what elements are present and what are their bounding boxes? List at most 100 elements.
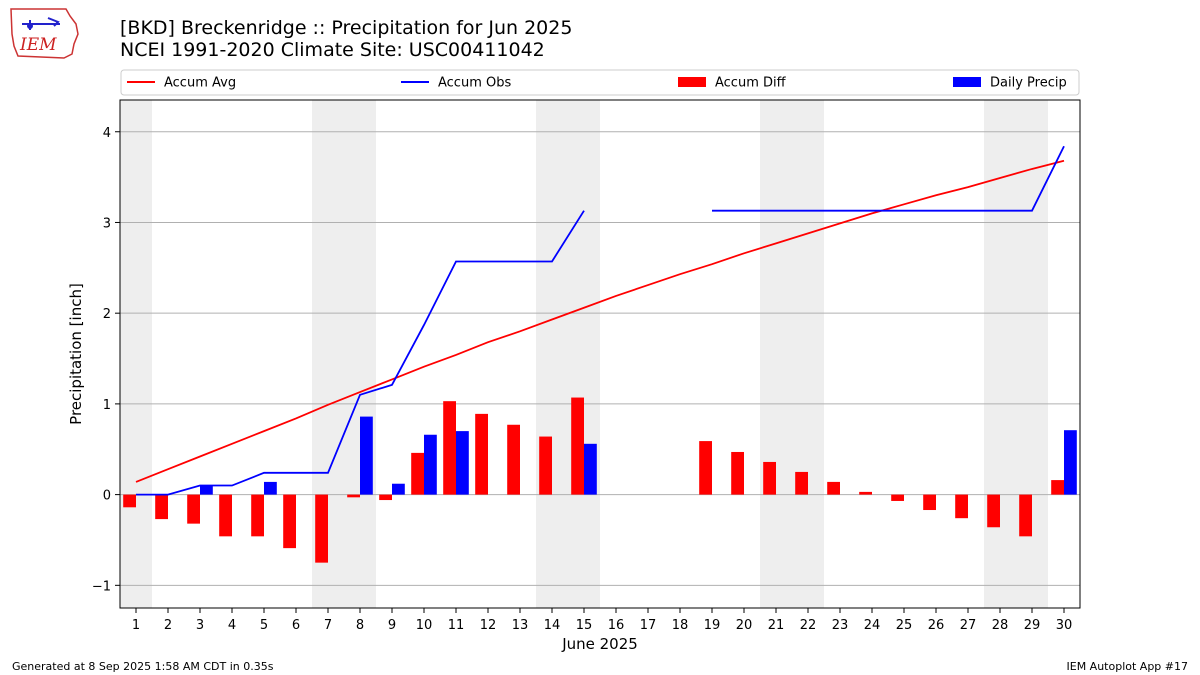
legend-label-0: Accum Avg <box>164 76 236 91</box>
x-tick-label-24: 24 <box>864 618 881 633</box>
diff-bar-1 <box>123 494 136 508</box>
weekend-band-21 <box>760 100 792 608</box>
weekend-band-28 <box>984 100 1016 608</box>
x-tick-label-25: 25 <box>896 618 913 633</box>
bars <box>123 397 1077 563</box>
y-tick-label-3: 3 <box>103 216 111 231</box>
diff-bar-9 <box>379 494 392 501</box>
diff-bar-15 <box>571 397 584 495</box>
x-tick-label-3: 3 <box>196 618 204 633</box>
diff-bar-26 <box>923 494 936 511</box>
y-axis-label: Precipitation [inch] <box>67 283 85 425</box>
x-tick-label-1: 1 <box>132 618 140 633</box>
diff-bar-28 <box>987 494 1000 528</box>
diff-bar-30 <box>1051 480 1064 495</box>
x-tick-label-2: 2 <box>164 618 172 633</box>
diff-bar-5 <box>251 494 264 537</box>
chart-title: [BKD] Breckenridge :: Precipitation for … <box>120 17 573 39</box>
y-tick-label-4: 4 <box>103 126 111 141</box>
diff-bar-6 <box>283 494 296 549</box>
x-tick-label-7: 7 <box>324 618 332 633</box>
y-tick-label-2: 2 <box>103 307 111 322</box>
daily-bar-8 <box>360 416 373 495</box>
diff-bar-25 <box>891 494 904 501</box>
x-tick-label-17: 17 <box>640 618 657 633</box>
x-tick-label-22: 22 <box>800 618 817 633</box>
accum-obs-line-0 <box>136 210 585 496</box>
x-tick-label-16: 16 <box>608 618 625 633</box>
daily-bar-9 <box>392 483 405 495</box>
ticks: 1 2 3 4 5 6 7 8 9 10 11 12 13 14 15 16 17 18 19 20 21 22 23 24 2… <box>92 126 1072 633</box>
accum-avg-line-0 <box>135 159 1065 483</box>
x-tick-label-13: 13 <box>512 618 529 633</box>
y-tick-label-1: 1 <box>103 398 111 413</box>
lines <box>135 145 1065 496</box>
x-tick-label-15: 15 <box>576 618 593 633</box>
diff-bar-3 <box>187 494 200 524</box>
legend-swatch-2 <box>678 77 706 87</box>
x-tick-label-26: 26 <box>928 618 945 633</box>
diff-bar-4 <box>219 494 232 537</box>
legend-swatch-3 <box>953 77 981 87</box>
weekend-band-1 <box>120 100 152 608</box>
weekend-band-29 <box>1016 100 1048 608</box>
diff-bar-7 <box>315 494 328 563</box>
x-tick-label-11: 11 <box>448 618 465 633</box>
diff-bar-12 <box>475 413 488 495</box>
plot-frame <box>119 99 1081 609</box>
y-tick-label--1: −1 <box>92 579 111 594</box>
daily-bar-11 <box>456 431 469 495</box>
x-tick-label-27: 27 <box>960 618 977 633</box>
accum-obs-line-1 <box>712 145 1065 212</box>
diff-bar-24 <box>859 491 872 495</box>
daily-bar-5 <box>264 481 277 495</box>
weekend-band-14 <box>536 100 568 608</box>
x-tick-label-4: 4 <box>228 618 236 633</box>
legend: Accum Avg Accum Obs Accum Diff Daily Precip <box>120 69 1080 96</box>
footer-generated: Generated at 8 Sep 2025 1:58 AM CDT in 0… <box>12 660 274 673</box>
daily-bar-3 <box>200 485 213 495</box>
x-tick-label-30: 30 <box>1056 618 1073 633</box>
footer-app: IEM Autoplot App #17 <box>1066 660 1189 673</box>
chart-subtitle: NCEI 1991-2020 Climate Site: USC00411042 <box>120 39 545 61</box>
x-tick-label-12: 12 <box>480 618 497 633</box>
weekend-band-15 <box>568 100 600 608</box>
x-tick-label-28: 28 <box>992 618 1009 633</box>
diff-bar-2 <box>155 494 168 520</box>
diff-bar-8 <box>347 494 360 498</box>
x-tick-label-21: 21 <box>768 618 785 633</box>
diff-bar-14 <box>539 436 552 495</box>
legend-label-1: Accum Obs <box>438 76 511 91</box>
weekend-band-22 <box>792 100 824 608</box>
weekend-shading <box>120 100 1048 608</box>
diff-bar-21 <box>763 461 776 495</box>
daily-bar-15 <box>584 443 597 495</box>
weekend-band-8 <box>344 100 376 608</box>
grid-lines <box>120 131 1080 586</box>
x-tick-label-9: 9 <box>388 618 396 633</box>
legend-label-2: Accum Diff <box>715 76 787 91</box>
daily-bar-10 <box>424 434 437 495</box>
x-tick-label-10: 10 <box>416 618 433 633</box>
x-tick-label-14: 14 <box>544 618 561 633</box>
daily-bar-30 <box>1064 430 1077 495</box>
x-tick-label-23: 23 <box>832 618 849 633</box>
diff-bar-23 <box>827 481 840 495</box>
diff-bar-11 <box>443 401 456 495</box>
diff-bar-20 <box>731 451 744 495</box>
diff-bar-29 <box>1019 494 1032 537</box>
iem-logo: IEM <box>10 8 79 59</box>
x-tick-label-19: 19 <box>704 618 721 633</box>
y-tick-label-0: 0 <box>103 489 111 504</box>
legend-label-3: Daily Precip <box>990 76 1067 91</box>
diff-bar-19 <box>699 441 712 495</box>
x-tick-label-6: 6 <box>292 618 300 633</box>
diff-bar-13 <box>507 424 520 495</box>
diff-bar-22 <box>795 471 808 495</box>
diff-bar-10 <box>411 452 424 495</box>
x-tick-label-8: 8 <box>356 618 364 633</box>
x-tick-label-5: 5 <box>260 618 268 633</box>
legend-box <box>120 69 1080 96</box>
x-axis-label: June 2025 <box>561 635 638 653</box>
